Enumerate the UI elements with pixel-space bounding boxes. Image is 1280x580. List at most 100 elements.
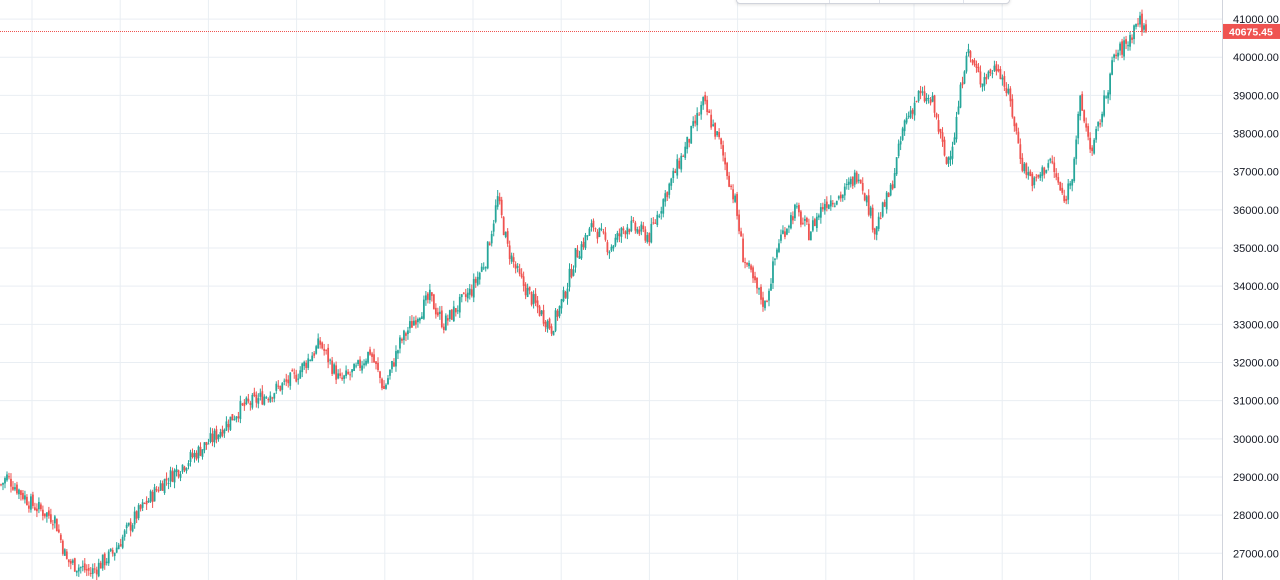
- candle: [1125, 35, 1127, 50]
- candle: [734, 193, 736, 204]
- candle: [496, 190, 499, 210]
- candle-body: [1089, 137, 1092, 150]
- candle: [173, 468, 176, 489]
- candle: [329, 358, 332, 365]
- candle-body: [997, 68, 1000, 72]
- candle-body: [640, 224, 643, 232]
- candle-body: [345, 370, 347, 376]
- candle: [79, 566, 82, 574]
- candle-body: [456, 310, 459, 312]
- candle-body: [309, 359, 312, 361]
- candle: [448, 309, 451, 322]
- candle-body: [109, 548, 112, 552]
- candle: [560, 298, 563, 314]
- candle-body: [1063, 195, 1066, 202]
- candle-body: [227, 424, 230, 428]
- candle: [335, 361, 338, 385]
- candle: [506, 228, 509, 247]
- candle: [786, 227, 788, 236]
- candle: [395, 345, 397, 372]
- y-tick-label: 35000.00: [1233, 243, 1279, 255]
- candle-body: [454, 308, 457, 313]
- candle-body: [786, 228, 788, 235]
- candle-body: [283, 380, 286, 382]
- candle-body: [193, 452, 196, 458]
- candle: [38, 497, 40, 514]
- price-axis[interactable]: 27000.00 28000.00 29000.00 30000.00 31000.00…: [1222, 0, 1279, 580]
- candle-body: [373, 354, 375, 363]
- candle-body: [75, 570, 78, 573]
- candle-body: [243, 402, 246, 407]
- candle: [716, 130, 719, 138]
- candle: [722, 140, 725, 162]
- candle: [91, 563, 94, 579]
- candle: [2, 482, 4, 491]
- candle: [989, 68, 992, 77]
- top-toolbar[interactable]: [736, 0, 1010, 4]
- candle: [1025, 162, 1028, 179]
- candle-body: [712, 124, 715, 126]
- candle: [618, 228, 621, 243]
- candle-body: [419, 318, 421, 321]
- candle: [492, 219, 495, 237]
- candle-body: [335, 365, 338, 380]
- candle: [141, 499, 144, 512]
- candle-body: [548, 318, 551, 329]
- candle: [39, 502, 42, 512]
- candle-body: [600, 228, 603, 230]
- candle-body: [989, 69, 992, 74]
- y-tick-label: 39000.00: [1233, 90, 1279, 102]
- candle-body: [991, 73, 994, 75]
- candle-body: [590, 223, 593, 228]
- candle-body: [901, 128, 904, 140]
- candle: [562, 286, 565, 303]
- candle-body: [97, 562, 100, 577]
- candle: [16, 481, 18, 495]
- candle: [831, 200, 834, 208]
- candle: [387, 374, 389, 386]
- candle-body: [889, 184, 892, 196]
- candle-body: [1029, 171, 1032, 176]
- candle-body: [574, 248, 577, 268]
- last-price-label: 40675.45: [1229, 26, 1273, 38]
- candle: [670, 177, 673, 190]
- candle: [993, 60, 996, 73]
- candle-body: [620, 227, 623, 237]
- candle-body: [909, 110, 912, 118]
- candle: [233, 415, 236, 421]
- candle-body: [798, 205, 800, 213]
- candle: [129, 518, 132, 537]
- candle-body: [530, 291, 533, 305]
- candle-body: [800, 211, 802, 225]
- candle-body: [1077, 113, 1080, 139]
- candle: [478, 271, 481, 285]
- candle-body: [1091, 147, 1094, 152]
- candle: [217, 434, 220, 442]
- candle-body: [941, 132, 944, 142]
- candle: [835, 200, 838, 206]
- candle-body: [843, 186, 846, 196]
- candle-body: [899, 141, 902, 145]
- candle-body: [839, 194, 842, 199]
- candle-body: [873, 228, 876, 235]
- candle: [365, 358, 367, 367]
- candle: [1055, 168, 1058, 181]
- candle: [261, 385, 264, 406]
- toolbar-separator: [879, 0, 880, 3]
- candle-body: [189, 451, 192, 463]
- candle: [588, 226, 591, 236]
- candle: [764, 300, 766, 311]
- candle-body: [754, 276, 756, 281]
- candle: [1059, 181, 1062, 191]
- candle: [175, 464, 178, 477]
- candle: [750, 263, 752, 273]
- candle-body: [1137, 23, 1139, 25]
- candle: [241, 402, 244, 406]
- candle: [598, 227, 601, 238]
- candle: [87, 564, 90, 576]
- candle: [472, 273, 475, 303]
- candle: [420, 312, 423, 320]
- candle: [839, 191, 842, 202]
